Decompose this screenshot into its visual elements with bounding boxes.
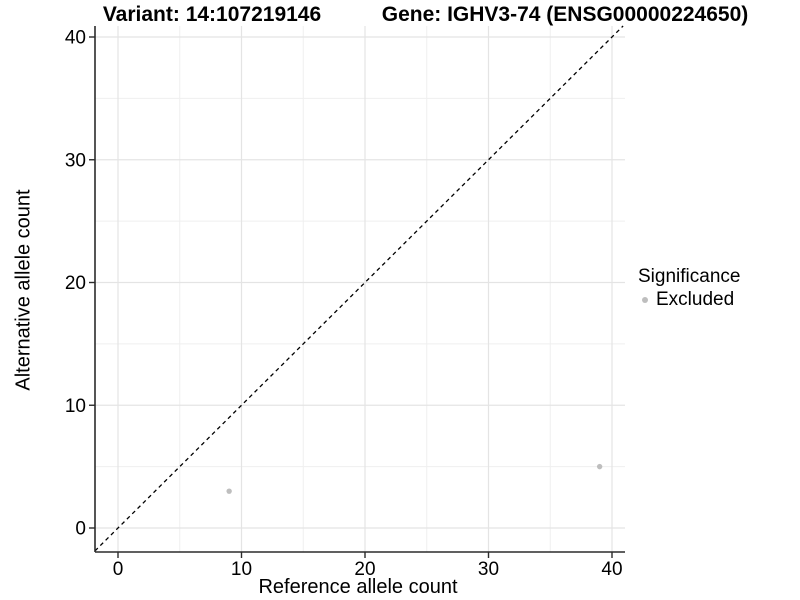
x-tick-label: 10 [231, 559, 252, 580]
x-tick-label: 40 [601, 559, 622, 580]
legend-title: Significance [638, 266, 741, 287]
legend: Significance Excluded [638, 266, 740, 311]
plot-title-variant: Variant: 14:107219146 [102, 3, 322, 26]
x-axis-title: Reference allele count [258, 576, 458, 598]
y-tick-label: 30 [65, 150, 86, 171]
data-point [226, 488, 232, 494]
legend-item-label: Excluded [656, 289, 735, 310]
x-tick-label: 0 [113, 559, 124, 580]
x-tick-label: 20 [354, 559, 375, 580]
y-tick-label: 20 [65, 273, 86, 294]
plot-title-gene: Gene: IGHV3-74 (ENSG00000224650) [381, 3, 749, 26]
y-tick-label: 0 [75, 519, 86, 540]
legend-point-icon [642, 297, 648, 303]
data-point [596, 463, 603, 470]
legend-item-excluded: Excluded [638, 289, 740, 311]
y-tick-label: 40 [65, 28, 86, 49]
y-tick-label: 10 [65, 396, 86, 417]
x-tick-label: 30 [478, 559, 499, 580]
identity-line [94, 25, 624, 552]
